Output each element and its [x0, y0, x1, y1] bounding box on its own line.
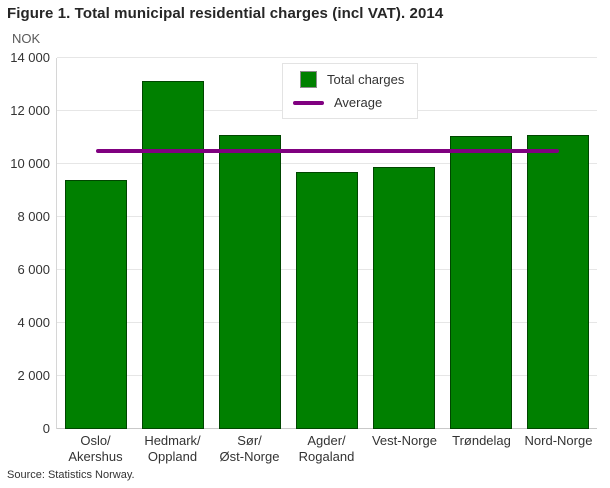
bar-nord-norge: [527, 135, 589, 429]
source-note: Source: Statistics Norway.: [7, 469, 135, 481]
y-tick-label-0: 0: [42, 421, 50, 436]
bar-oslo-akershus: [65, 180, 127, 429]
legend-swatch-square-icon: [300, 71, 317, 88]
y-tick-label-4000: 4 000: [17, 315, 50, 330]
y-tick-label-8000: 8 000: [17, 209, 50, 224]
y-tick-label-10000: 10 000: [10, 156, 50, 171]
gridline-10000: [57, 163, 597, 164]
legend-item-total-charges: Total charges: [289, 71, 411, 88]
y-tick-label-14000: 14 000: [10, 50, 50, 65]
legend-label-average: Average: [334, 95, 383, 110]
x-tick-label-3: Sør/ Øst-Norge: [219, 433, 280, 464]
legend: Total charges Average: [282, 63, 418, 119]
bar-hedmark-oppland: [142, 81, 204, 429]
y-axis-unit-label: NOK: [12, 31, 41, 46]
x-tick-label-4: Agder/ Rogaland: [298, 433, 355, 464]
chart-title: Figure 1. Total municipal residential ch…: [7, 5, 444, 22]
bar-trøndelag: [450, 136, 512, 429]
x-tick-label-7: Nord-Norge: [524, 433, 593, 448]
y-tick-label-12000: 12 000: [10, 103, 50, 118]
y-axis-line: [56, 58, 57, 429]
gridline-14000: [57, 57, 597, 58]
legend-label-total-charges: Total charges: [327, 72, 405, 87]
y-tick-label-2000: 2 000: [17, 368, 50, 383]
bar-agder-rogaland: [296, 172, 358, 429]
x-tick-label-5: Vest-Norge: [371, 433, 438, 448]
legend-swatch-line-icon: [293, 100, 324, 105]
bar-sør-øst-norge: [219, 135, 281, 429]
average-line: [96, 149, 559, 153]
legend-item-average: Average: [289, 95, 411, 110]
x-tick-label-1: Oslo/ Akershus: [68, 433, 123, 464]
bar-vest-norge: [373, 167, 435, 429]
y-tick-label-6000: 6 000: [17, 262, 50, 277]
x-tick-label-6: Trøndelag: [452, 433, 511, 448]
x-tick-label-2: Hedmark/ Oppland: [144, 433, 201, 464]
